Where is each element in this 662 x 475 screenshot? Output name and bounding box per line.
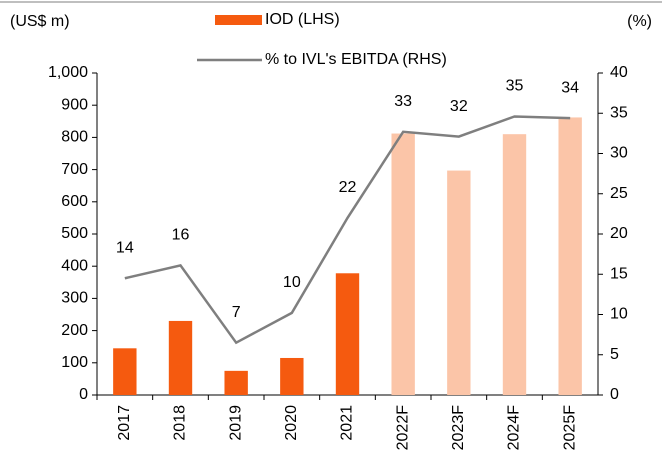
y-tick-label: 1,000 — [48, 64, 88, 81]
y2-tick-label: 30 — [610, 145, 628, 162]
y-tick-label: 0 — [79, 386, 88, 403]
bar — [447, 170, 471, 395]
bar — [168, 320, 193, 395]
y-axis-label: (US$ m) — [10, 13, 70, 30]
bar — [502, 134, 527, 395]
x-tick-label: 2019 — [227, 405, 244, 441]
y2-tick-label: 15 — [610, 265, 628, 282]
y-tick-label: 900 — [61, 96, 88, 113]
x-tick-label: 2025F — [561, 405, 578, 451]
y-tick-label: 400 — [61, 257, 88, 274]
y-tick-label: 800 — [61, 129, 88, 146]
y-tick-label: 100 — [61, 354, 88, 371]
x-tick-label: 2020 — [283, 405, 300, 441]
data-label: 34 — [561, 79, 579, 96]
legend-label: % to IVL's EBITDA (RHS) — [265, 51, 447, 68]
line — [124, 115, 571, 345]
data-label: 33 — [394, 93, 412, 110]
bar — [391, 133, 415, 395]
x-tick-label: 2017 — [116, 405, 133, 441]
legend-swatch — [215, 15, 262, 25]
y2-axis-label: (%) — [627, 13, 652, 30]
data-label: 22 — [339, 179, 357, 196]
legend-label: IOD (LHS) — [265, 11, 340, 28]
data-label: 7 — [232, 304, 241, 321]
y2-tick-label: 40 — [610, 64, 628, 81]
data-label: 14 — [116, 239, 134, 256]
y2-tick-label: 10 — [610, 306, 628, 323]
x-tick-label: 2021 — [339, 405, 356, 441]
bar — [335, 273, 360, 395]
y-tick-label: 500 — [61, 225, 88, 242]
y-tick-label: 600 — [61, 193, 88, 210]
y2-tick-label: 0 — [610, 386, 619, 403]
y2-tick-label: 20 — [610, 225, 628, 242]
bar — [558, 117, 582, 395]
y-tick-label: 300 — [61, 290, 88, 307]
y-tick-label: 700 — [61, 161, 88, 178]
data-label: 16 — [172, 227, 190, 244]
y2-tick-label: 25 — [610, 185, 628, 202]
data-label: 10 — [283, 274, 301, 291]
x-tick-label: 2024F — [506, 405, 523, 451]
bar — [224, 370, 248, 395]
x-tick-label: 2022F — [394, 405, 411, 451]
y-tick-label: 200 — [61, 322, 88, 339]
data-label: 32 — [450, 98, 468, 115]
data-label: 35 — [506, 78, 524, 95]
bar — [113, 348, 137, 395]
bar — [280, 357, 304, 395]
x-tick-label: 2018 — [172, 405, 189, 441]
y2-tick-label: 35 — [610, 104, 628, 121]
x-tick-label: 2023F — [450, 405, 467, 451]
y2-tick-label: 5 — [610, 346, 619, 363]
